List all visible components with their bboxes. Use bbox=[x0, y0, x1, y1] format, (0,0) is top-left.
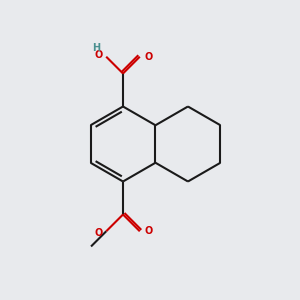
Text: O: O bbox=[144, 52, 153, 62]
Text: H: H bbox=[92, 43, 101, 53]
Text: O: O bbox=[144, 226, 153, 236]
Text: O: O bbox=[95, 50, 103, 60]
Text: O: O bbox=[95, 228, 103, 238]
